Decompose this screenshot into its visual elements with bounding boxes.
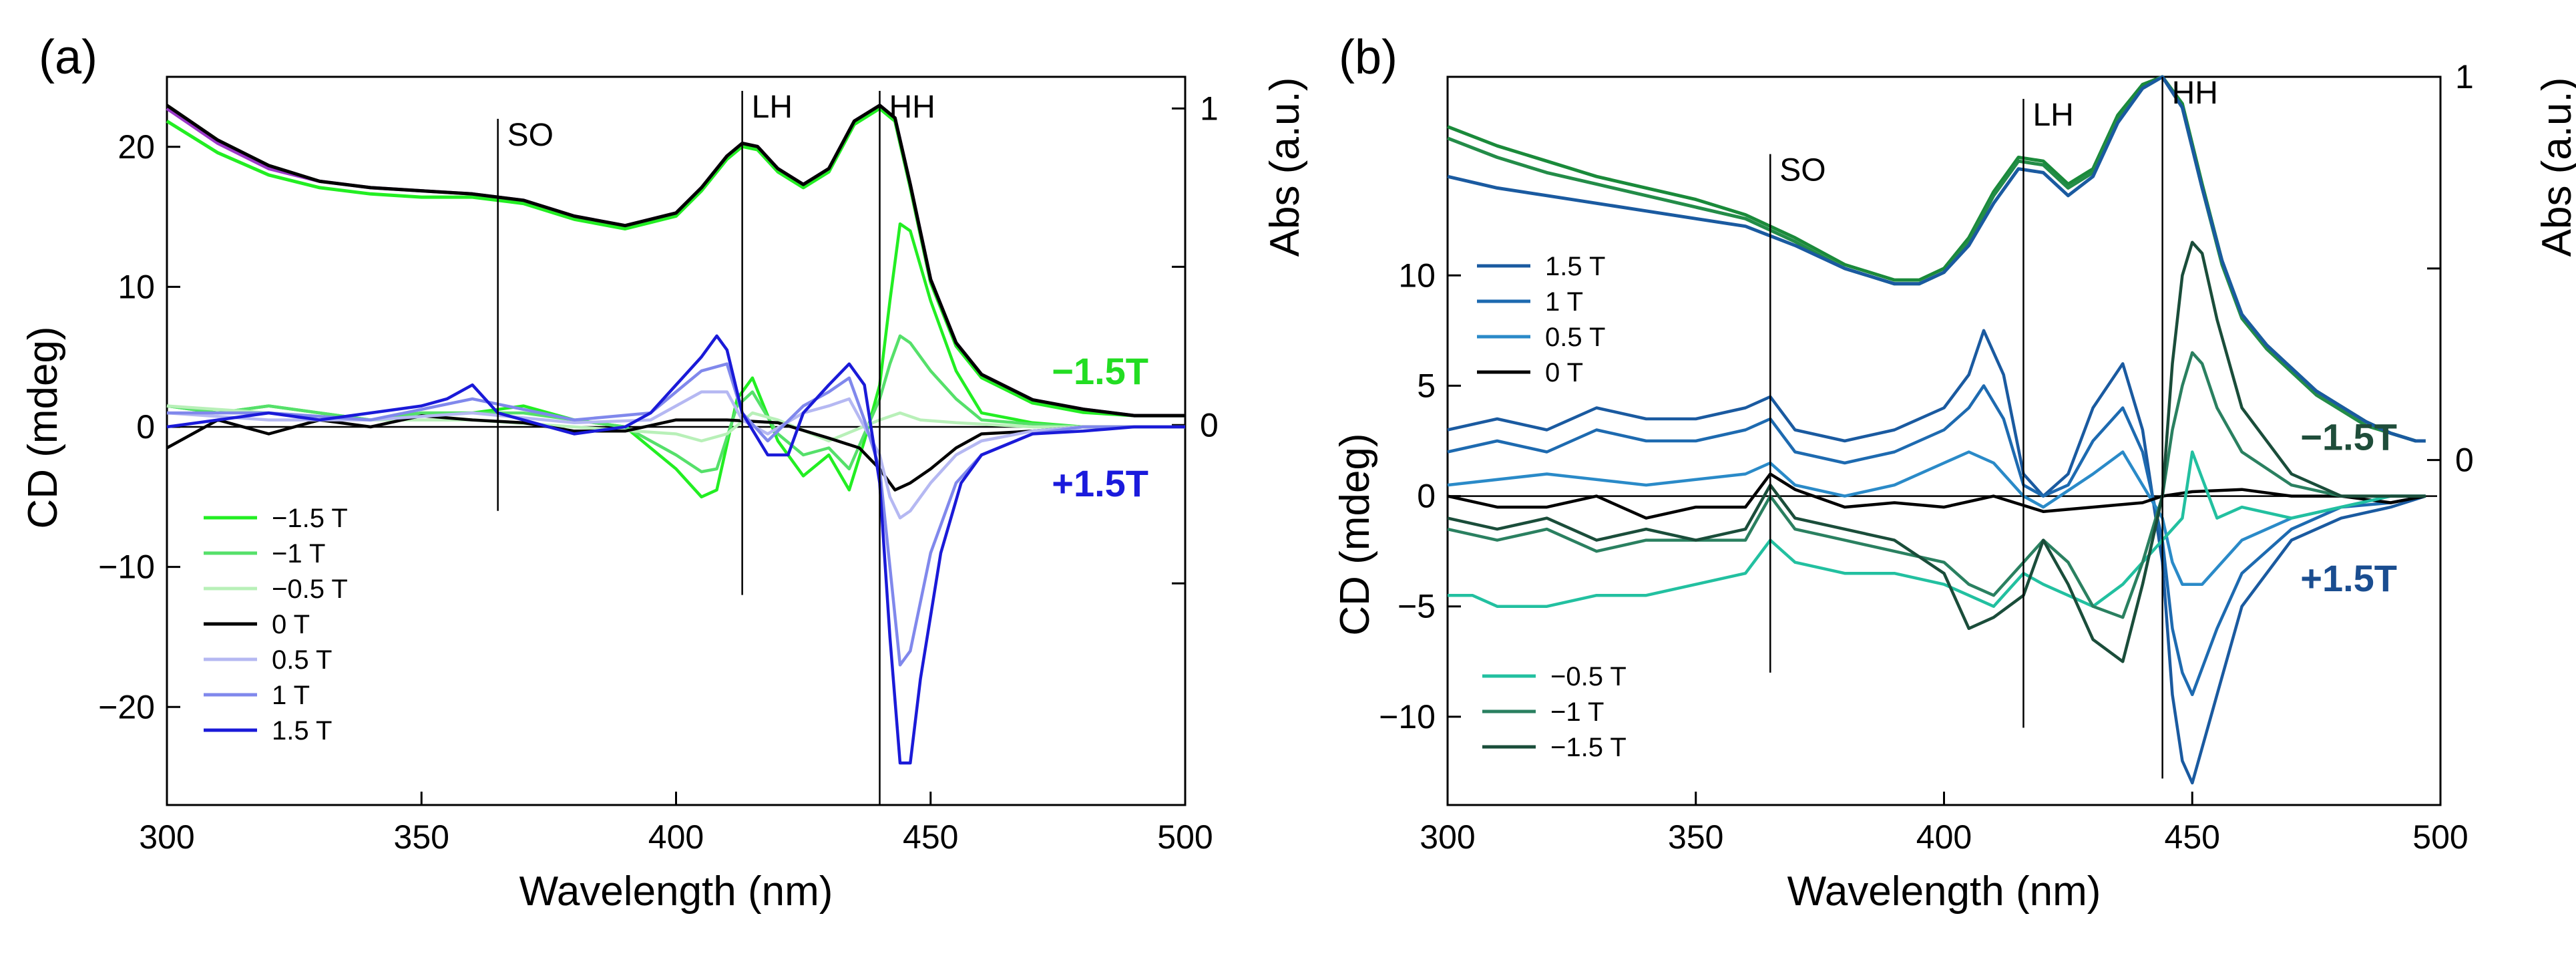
field-annotation: −1.5T bbox=[2300, 416, 2397, 458]
abs-line-abs-green bbox=[166, 106, 1185, 418]
y-tick-label: 10 bbox=[1398, 257, 1436, 294]
marker-label-so: SO bbox=[1779, 153, 1826, 188]
cd-line-1.5-t bbox=[1447, 240, 2426, 663]
cd-line-0.5-t bbox=[1447, 450, 2426, 586]
legend-label: −1.5 T bbox=[1550, 733, 1627, 762]
plot-frame bbox=[1446, 75, 2442, 806]
x-tick-label: 450 bbox=[2165, 818, 2220, 856]
legend-label: −0.5 T bbox=[272, 575, 348, 604]
cd-line-0.5-t bbox=[1448, 450, 2426, 608]
abs-line-abs-green-2 bbox=[1447, 75, 2426, 443]
panel-a: 300 350 400 450 500 −20 −10 0 10 20 0 1 SO LH HH −1.5T +… bbox=[20, 31, 1308, 915]
marker-label-lh: LH bbox=[752, 90, 793, 125]
y-tick-label: 20 bbox=[118, 128, 155, 166]
cd-line-0-t bbox=[1447, 472, 2426, 520]
cd-line-1.5-t bbox=[166, 334, 1185, 765]
marker-label-so: SO bbox=[507, 118, 554, 153]
y-tick-label: 0 bbox=[136, 408, 155, 446]
x-tick-label: 450 bbox=[903, 818, 958, 856]
x-tick-label: 350 bbox=[1668, 818, 1723, 856]
cd-line-1-t bbox=[1447, 351, 2426, 619]
abs-line-abs-purple bbox=[166, 104, 1185, 418]
legend-label: 1.5 T bbox=[1545, 252, 1605, 281]
y-tick-label: −20 bbox=[98, 688, 155, 725]
marker-label-lh: LH bbox=[2032, 98, 2073, 133]
legend-label: −0.5 T bbox=[1550, 662, 1627, 691]
cd-line-1-t bbox=[166, 334, 1185, 474]
abs-line-abs-blue bbox=[1447, 75, 2426, 443]
legend-label: 0.5 T bbox=[272, 645, 332, 675]
legend-label: 1 T bbox=[272, 681, 310, 710]
x-tick-label: 400 bbox=[1916, 818, 1972, 856]
field-annotation: +1.5T bbox=[1052, 462, 1148, 504]
cd-line-0-t bbox=[166, 414, 1185, 492]
y-axis-title: CD (mdeg) bbox=[1332, 433, 1378, 635]
y2-axis-title: Abs (a.u.) bbox=[1262, 77, 1308, 257]
y2-tick-label: 1 bbox=[2455, 58, 2474, 96]
x-tick-label: 500 bbox=[2412, 818, 2468, 856]
y-tick-label: −10 bbox=[1379, 698, 1436, 736]
y-tick-label: −10 bbox=[98, 548, 155, 586]
y-tick-label: −5 bbox=[1398, 588, 1436, 625]
x-tick-label: 300 bbox=[1420, 818, 1475, 856]
legend-label: 0 T bbox=[272, 610, 310, 639]
marker-label-hh: HH bbox=[889, 90, 935, 125]
legend-label: −1.5 T bbox=[272, 504, 348, 533]
cd-line-0.5-t bbox=[166, 404, 1185, 443]
y2-tick-label: 0 bbox=[2455, 442, 2474, 479]
legend-label: −1 T bbox=[272, 539, 325, 569]
field-annotation: −1.5T bbox=[1052, 350, 1148, 392]
legend-label: 1 T bbox=[1545, 287, 1583, 317]
legend-label: −1 T bbox=[1550, 697, 1604, 727]
y-tick-label: 0 bbox=[1417, 478, 1436, 515]
panel-label: (b) bbox=[1339, 31, 1398, 84]
y2-axis-title: Abs (a.u.) bbox=[2534, 77, 2576, 257]
abs-line-abs-black bbox=[166, 104, 1185, 418]
x-tick-label: 400 bbox=[648, 818, 704, 856]
cd-line-0.5-t bbox=[166, 390, 1185, 520]
y2-tick-label: 0 bbox=[1200, 406, 1219, 444]
legend-label: 0 T bbox=[1545, 358, 1583, 387]
x-axis-title: Wavelength (nm) bbox=[1787, 868, 2101, 915]
x-tick-label: 350 bbox=[394, 818, 449, 856]
legend-label: 1.5 T bbox=[272, 716, 332, 746]
y-axis-title: CD (mdeg) bbox=[20, 326, 66, 528]
marker-label-hh: HH bbox=[2172, 75, 2218, 111]
y-tick-label: 5 bbox=[1417, 367, 1436, 404]
field-annotation: +1.5T bbox=[2300, 557, 2397, 599]
x-axis-title: Wavelength (nm) bbox=[519, 868, 833, 915]
x-tick-label: 500 bbox=[1157, 818, 1213, 856]
legend-label: 0.5 T bbox=[1545, 323, 1605, 352]
y-tick-label: 10 bbox=[118, 268, 155, 305]
panel-label: (a) bbox=[39, 31, 97, 84]
y2-tick-label: 1 bbox=[1200, 90, 1219, 127]
panel-b: 300 350 400 450 500 −10 −5 0 5 10 0 1 SO LH HH −1.5T +1.… bbox=[1332, 31, 2576, 915]
x-tick-label: 300 bbox=[139, 818, 194, 856]
